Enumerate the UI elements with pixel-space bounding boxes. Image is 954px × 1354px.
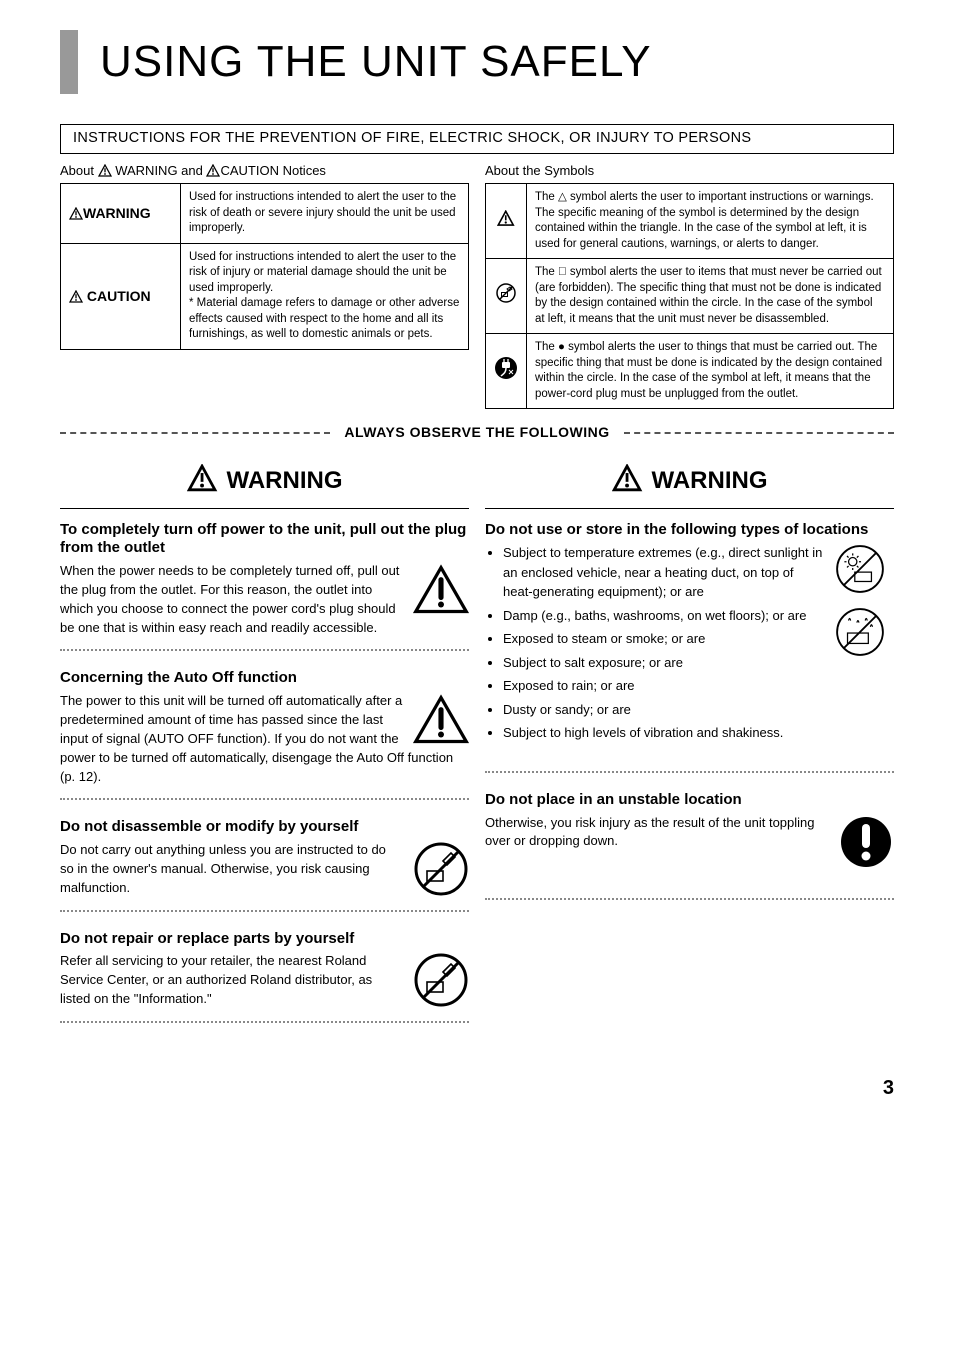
list-item: Subject to high levels of vibration and … <box>503 723 894 743</box>
page-number: 3 <box>60 1075 894 1102</box>
section-body: Otherwise, you risk injury as the result… <box>485 814 894 852</box>
section-heading: Do not disassemble or modify by yourself <box>60 818 469 837</box>
warning-label-cell: WARNING <box>61 184 181 244</box>
big-warning-text: WARNING <box>652 467 768 494</box>
heading-part: CAUTION Notices <box>220 163 325 178</box>
section-heading: Do not use or store in the following typ… <box>485 521 894 540</box>
symbols-heading: About the Symbols <box>485 162 894 180</box>
section-heading: Do not place in an unstable location <box>485 791 894 810</box>
caution-text-cell: Used for instructions intended to alert … <box>181 243 469 349</box>
table-row: CAUTION Used for instructions intended t… <box>61 243 469 349</box>
prohibit-icon <box>495 282 517 304</box>
instructions-heading: INSTRUCTIONS FOR THE PREVENTION OF FIRE,… <box>60 124 894 154</box>
observe-row: ALWAYS OBSERVE THE FOLLOWING <box>60 423 894 442</box>
section-body: Refer all servicing to your retailer, th… <box>60 952 469 1009</box>
big-warning-left: WARNING <box>60 464 469 497</box>
symbol-text-cell: The △ symbol alerts the user to importan… <box>527 184 894 259</box>
big-warning-text: WARNING <box>227 467 343 494</box>
locations-list: Subject to temperature extremes (e.g., d… <box>485 543 894 743</box>
dotted-separator <box>60 798 469 800</box>
big-warning-right: WARNING <box>485 464 894 497</box>
dotted-separator <box>60 1021 469 1023</box>
location-icons <box>834 543 894 662</box>
triangle-icon <box>98 164 112 177</box>
notices-left-col: About WARNING and CAUTION Notices WARNIN… <box>60 162 469 410</box>
cell-label: CAUTION <box>87 288 151 304</box>
dotted-separator <box>60 649 469 651</box>
divider <box>60 508 469 509</box>
no-disassemble-icon <box>413 952 469 1008</box>
symbol-icon-cell <box>486 259 527 334</box>
section-body: Do not carry out anything unless you are… <box>60 841 469 898</box>
triangle-icon <box>69 207 83 220</box>
section-heading: Do not repair or replace parts by yourse… <box>60 930 469 949</box>
dash-left <box>60 432 330 434</box>
list-item: Dusty or sandy; or are <box>503 700 894 720</box>
dash-right <box>624 432 894 434</box>
symbol-icon-cell <box>486 184 527 259</box>
no-disassemble-icon <box>413 841 469 897</box>
section-heading: Concerning the Auto Off function <box>60 669 469 688</box>
no-wet-icon <box>834 606 886 658</box>
no-sun-icon <box>834 543 886 595</box>
main-columns: WARNING To completely turn off power to … <box>60 464 894 1035</box>
heading-part: About <box>60 163 98 178</box>
symbols-table: The △ symbol alerts the user to importan… <box>485 183 894 409</box>
unplug-icon <box>494 356 518 380</box>
warning-triangle-icon <box>413 562 469 618</box>
section-no-repair: Do not repair or replace parts by yourse… <box>60 924 469 1009</box>
table-row: The ⃠ symbol alerts the user to items th… <box>486 259 894 334</box>
section-no-disassemble: Do not disassemble or modify by yourself… <box>60 812 469 897</box>
table-row: WARNING Used for instructions intended t… <box>61 184 469 244</box>
triangle-icon <box>497 210 515 227</box>
cell-label: WARNING <box>83 205 151 221</box>
main-right-col: WARNING Do not use or store in the follo… <box>485 464 894 1035</box>
page-title: USING THE UNIT SAFELY <box>100 32 652 91</box>
section-locations: Do not use or store in the following typ… <box>485 515 894 747</box>
section-body: When the power needs to be completely tu… <box>60 562 469 637</box>
section-body: The power to this unit will be turned of… <box>60 692 469 786</box>
triangle-icon <box>612 464 644 492</box>
main-left-col: WARNING To completely turn off power to … <box>60 464 469 1035</box>
caution-label-cell: CAUTION <box>61 243 181 349</box>
heading-part: WARNING and <box>112 163 207 178</box>
warning-text-cell: Used for instructions intended to alert … <box>181 184 469 244</box>
section-heading: To completely turn off power to the unit… <box>60 521 469 559</box>
dotted-separator <box>60 910 469 912</box>
triangle-icon <box>187 464 219 492</box>
warning-triangle-icon <box>413 692 469 748</box>
section-auto-off: Concerning the Auto Off function The pow… <box>60 663 469 786</box>
mandatory-circle-icon <box>838 814 894 870</box>
table-row: The △ symbol alerts the user to importan… <box>486 184 894 259</box>
page-title-wrapper: USING THE UNIT SAFELY <box>60 30 894 94</box>
notices-row: About WARNING and CAUTION Notices WARNIN… <box>60 162 894 410</box>
section-unstable: Do not place in an unstable location Oth… <box>485 785 894 870</box>
symbol-text-cell: The ● symbol alerts the user to things t… <box>527 334 894 409</box>
table-row: The ● symbol alerts the user to things t… <box>486 334 894 409</box>
notices-right-col: About the Symbols The △ symbol alerts th… <box>485 162 894 410</box>
notices-left-heading: About WARNING and CAUTION Notices <box>60 162 469 180</box>
divider <box>485 508 894 509</box>
title-bar-icon <box>60 30 78 94</box>
triangle-icon <box>206 164 220 177</box>
dotted-separator <box>485 771 894 773</box>
symbol-icon-cell <box>486 334 527 409</box>
list-item: Exposed to rain; or are <box>503 676 894 696</box>
warning-caution-table: WARNING Used for instructions intended t… <box>60 183 469 350</box>
dotted-separator <box>485 898 894 900</box>
symbol-text-cell: The ⃠ symbol alerts the user to items th… <box>527 259 894 334</box>
triangle-icon <box>69 290 83 303</box>
section-turn-off: To completely turn off power to the unit… <box>60 515 469 638</box>
observe-text: ALWAYS OBSERVE THE FOLLOWING <box>344 423 609 442</box>
